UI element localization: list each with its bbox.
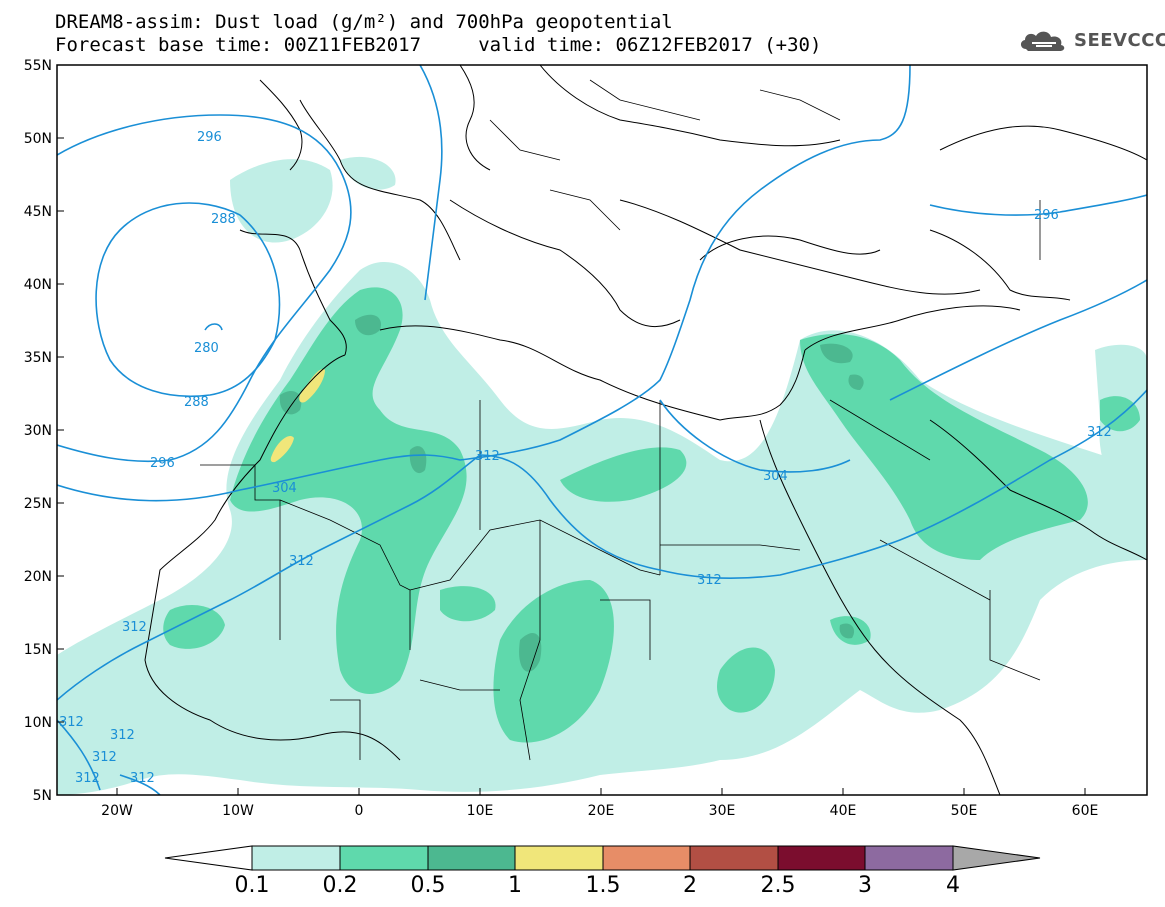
contour-label: 312	[75, 771, 100, 786]
dust-shading-medium	[163, 287, 1140, 743]
dust-shading-dark	[279, 314, 864, 672]
contour-label: 304	[763, 469, 788, 484]
colorbar-min-arrow	[164, 845, 253, 871]
x-tick-label: 10W	[222, 803, 254, 819]
contour-label: 296	[1034, 208, 1059, 223]
cloud-logo-icon	[1020, 31, 1065, 51]
contour-312	[57, 389, 1147, 701]
logo-text: SEEVCCC	[1074, 29, 1165, 51]
map-title-line2: Forecast base time: 00Z11FEB2017 valid t…	[55, 34, 822, 56]
y-tick-label: 45N	[24, 204, 52, 220]
contour-label: 288	[184, 395, 209, 410]
contour-label: 312	[1087, 425, 1112, 440]
contour-label: 312	[475, 449, 500, 464]
contour-288	[95, 202, 281, 398]
colorbar-swatch	[339, 845, 429, 871]
country-borders	[200, 79, 1041, 761]
geopotential-contours	[57, 65, 1147, 795]
colorbar-max-arrow	[952, 845, 1041, 871]
colorbar-label: 1	[508, 873, 522, 898]
contour-label: 296	[197, 130, 222, 145]
colorbar-swatch	[864, 845, 954, 871]
x-tick-label: 20E	[588, 803, 615, 819]
y-tick-label: 5N	[33, 788, 52, 804]
colorbar-label: 2.5	[761, 873, 796, 898]
contour-label: 312	[697, 573, 722, 588]
y-tick-label: 50N	[24, 131, 52, 147]
colorbar-labels: 0.1 0.2 0.5 1 1.5 2 2.5 3 4	[235, 873, 961, 898]
contour-label: 312	[59, 715, 84, 730]
y-axis	[57, 64, 64, 796]
contour-label: 288	[211, 212, 236, 227]
x-tick-label: 30E	[709, 803, 736, 819]
x-tick-label: 10E	[467, 803, 494, 819]
contour-312-sw2	[119, 774, 161, 795]
y-tick-label: 15N	[24, 642, 52, 658]
contour-296-east	[929, 194, 1147, 216]
seevccc-logo: SEEVCCC	[1018, 26, 1165, 54]
y-tick-label: 10N	[24, 715, 52, 731]
x-tick-label: 50E	[951, 803, 978, 819]
contour-304	[57, 65, 911, 502]
contour-label: 296	[150, 456, 175, 471]
contour-label: 312	[110, 728, 135, 743]
colorbar-label: 3	[858, 873, 872, 898]
x-tick-label: 40E	[830, 803, 857, 819]
colorbar-swatch	[251, 845, 341, 871]
x-tick-labels: 20W 10W 0 10E 20E 30E 40E 50E 60E	[101, 803, 1098, 819]
colorbar-label: 4	[946, 873, 960, 898]
contour-label: 312	[130, 771, 155, 786]
y-tick-label: 40N	[24, 277, 52, 293]
colorbar-swatch	[689, 845, 779, 871]
y-tick-labels: 55N 50N 45N 40N 35N 30N 25N 20N 15N 10N …	[24, 58, 52, 804]
colorbar-swatch	[777, 845, 866, 871]
contour-296-north	[419, 65, 443, 301]
contour-312-north	[889, 279, 1147, 401]
y-tick-label: 25N	[24, 496, 52, 512]
contour-296-west	[57, 114, 352, 463]
contour-304-south	[659, 399, 851, 473]
contour-label: 280	[194, 341, 219, 356]
x-axis	[116, 788, 1086, 795]
contour-label: 304	[272, 481, 297, 496]
colorbar	[164, 845, 1041, 871]
colorbar-swatch	[602, 845, 691, 871]
x-tick-label: 20W	[101, 803, 133, 819]
x-tick-label: 60E	[1072, 803, 1099, 819]
colorbar-swatch	[427, 845, 516, 871]
x-tick-label: 0	[355, 803, 364, 819]
colorbar-label: 0.1	[235, 873, 270, 898]
colorbar-swatch	[514, 845, 604, 871]
contour-label: 312	[122, 620, 147, 635]
dust-shading-high	[270, 369, 325, 463]
y-tick-label: 20N	[24, 569, 52, 585]
y-tick-label: 30N	[24, 423, 52, 439]
contour-312-southwest	[57, 719, 101, 791]
coastlines	[144, 65, 1147, 795]
y-tick-label: 55N	[24, 58, 52, 74]
colorbar-label: 0.2	[323, 873, 358, 898]
map-title-line1: DREAM8-assim: Dust load (g/m²) and 700hP…	[55, 11, 673, 33]
colorbar-label: 1.5	[586, 873, 621, 898]
contour-280	[204, 323, 223, 331]
contour-label: 312	[289, 554, 314, 569]
contour-label: 312	[92, 750, 117, 765]
plot-area	[57, 65, 1147, 795]
y-tick-label: 35N	[24, 350, 52, 366]
contour-labels: 296 288 280 288 296 304 312 312 312 312 …	[59, 130, 1112, 786]
colorbar-label: 2	[683, 873, 697, 898]
colorbar-label: 0.5	[411, 873, 446, 898]
